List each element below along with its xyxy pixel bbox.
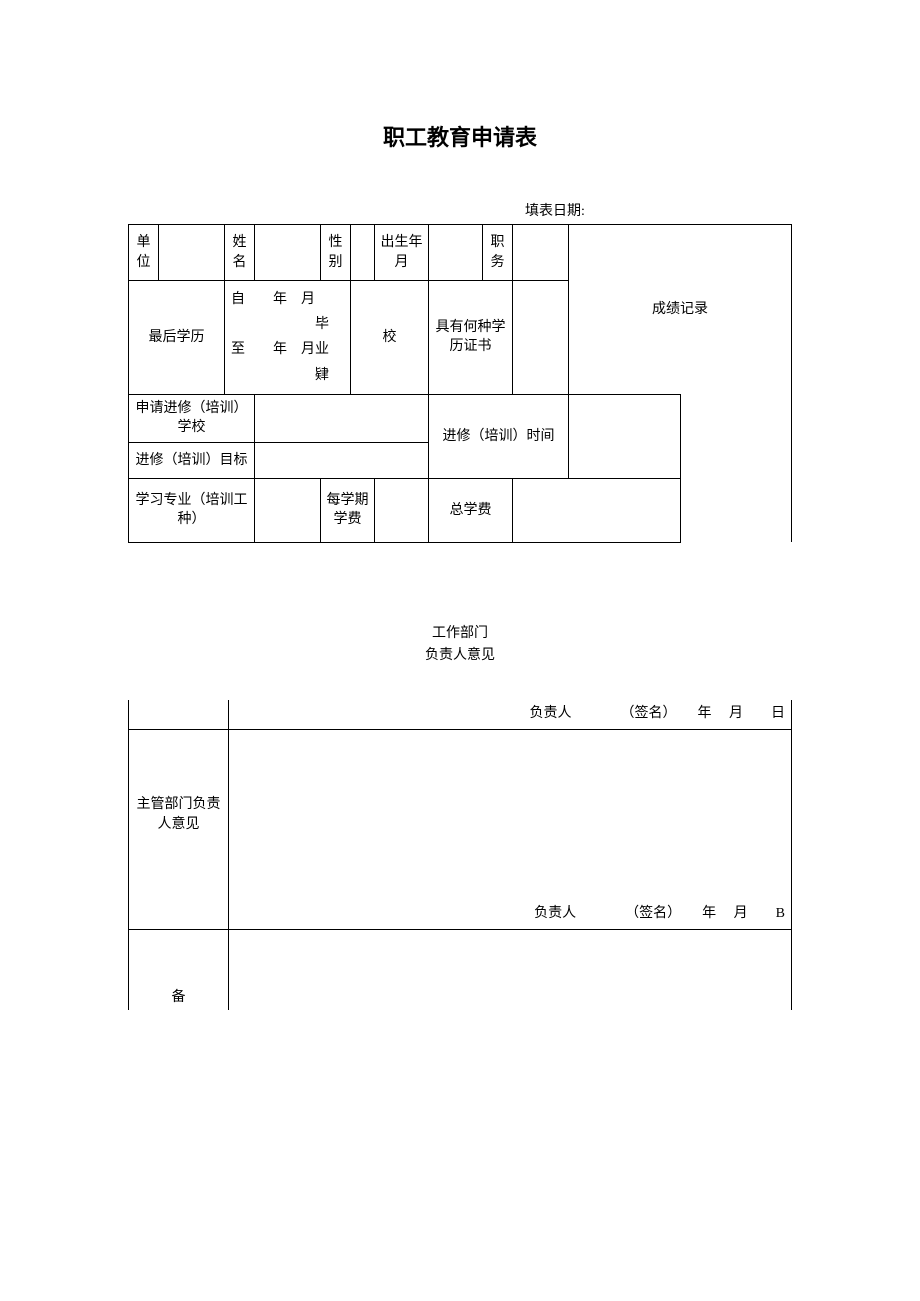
name-value [255,225,321,281]
dept-opinion-header: 工作部门 负责人意见 [128,623,792,668]
train-time-value [569,394,681,478]
apply-school-label: 申请进修（培训）学校 [129,394,255,442]
school-label: 校 [351,281,429,395]
major-label: 学习专业（培训工种） [129,478,255,542]
fee-per-sem-label: 每学期学费 [321,478,375,542]
remark-label: 备 [129,930,229,1010]
cert-label: 具有何种学历证书 [429,281,513,395]
application-table: 单位 姓名 性别 出生年月 职务 成绩记录 最后学历 自 年 月 毕 至 年 月… [128,224,792,543]
form-date-label: 填表日期: [128,200,792,220]
page-title: 职工教育申请表 [128,120,792,152]
gender-label: 性别 [321,225,351,281]
edu-label: 最后学历 [129,281,225,395]
dept-line1: 工作部门 [128,623,792,645]
record-label: 成绩记录 [569,225,792,395]
cert-value [513,281,569,395]
major-value [255,478,321,542]
gender-value [351,225,375,281]
total-fee-value [513,478,681,542]
train-time-label: 进修（培训）时间 [429,394,569,478]
supervisor-value [229,730,792,900]
signature-line-1: 负责人 （签名） 年 月 日 [229,700,792,730]
table-row: 备 [129,930,792,1010]
position-label: 职务 [483,225,513,281]
signature-line-2: 负责人 （签名） 年 月 B [229,900,792,930]
apply-school-value [255,394,429,442]
name-label: 姓名 [225,225,255,281]
sig-spacer [129,700,229,730]
total-fee-label: 总学费 [429,478,513,542]
dept-line2: 负责人意见 [128,645,792,667]
unit-value [159,225,225,281]
birth-label: 出生年月 [375,225,429,281]
fee-per-sem-value [375,478,429,542]
edu-period: 自 年 月 毕 至 年 月业 肄 [225,281,351,395]
supervisor-label: 主管部门负责人意见 [129,730,229,900]
sig-spacer-2 [129,900,229,930]
train-goal-label: 进修（培训）目标 [129,442,255,478]
table-row: 负责人 （签名） 年 月 B [129,900,792,930]
table-row: 单位 姓名 性别 出生年月 职务 成绩记录 [129,225,792,281]
table-row: 主管部门负责人意见 [129,730,792,900]
birth-value [429,225,483,281]
train-goal-value [255,442,429,478]
opinion-table: 负责人 （签名） 年 月 日 主管部门负责人意见 负责人 （签名） 年 月 B … [128,700,792,1010]
record-area [680,394,792,542]
remark-value [229,930,792,1010]
table-row: 负责人 （签名） 年 月 日 [129,700,792,730]
position-value [513,225,569,281]
table-row: 申请进修（培训）学校 进修（培训）时间 [129,394,792,442]
unit-label: 单位 [129,225,159,281]
